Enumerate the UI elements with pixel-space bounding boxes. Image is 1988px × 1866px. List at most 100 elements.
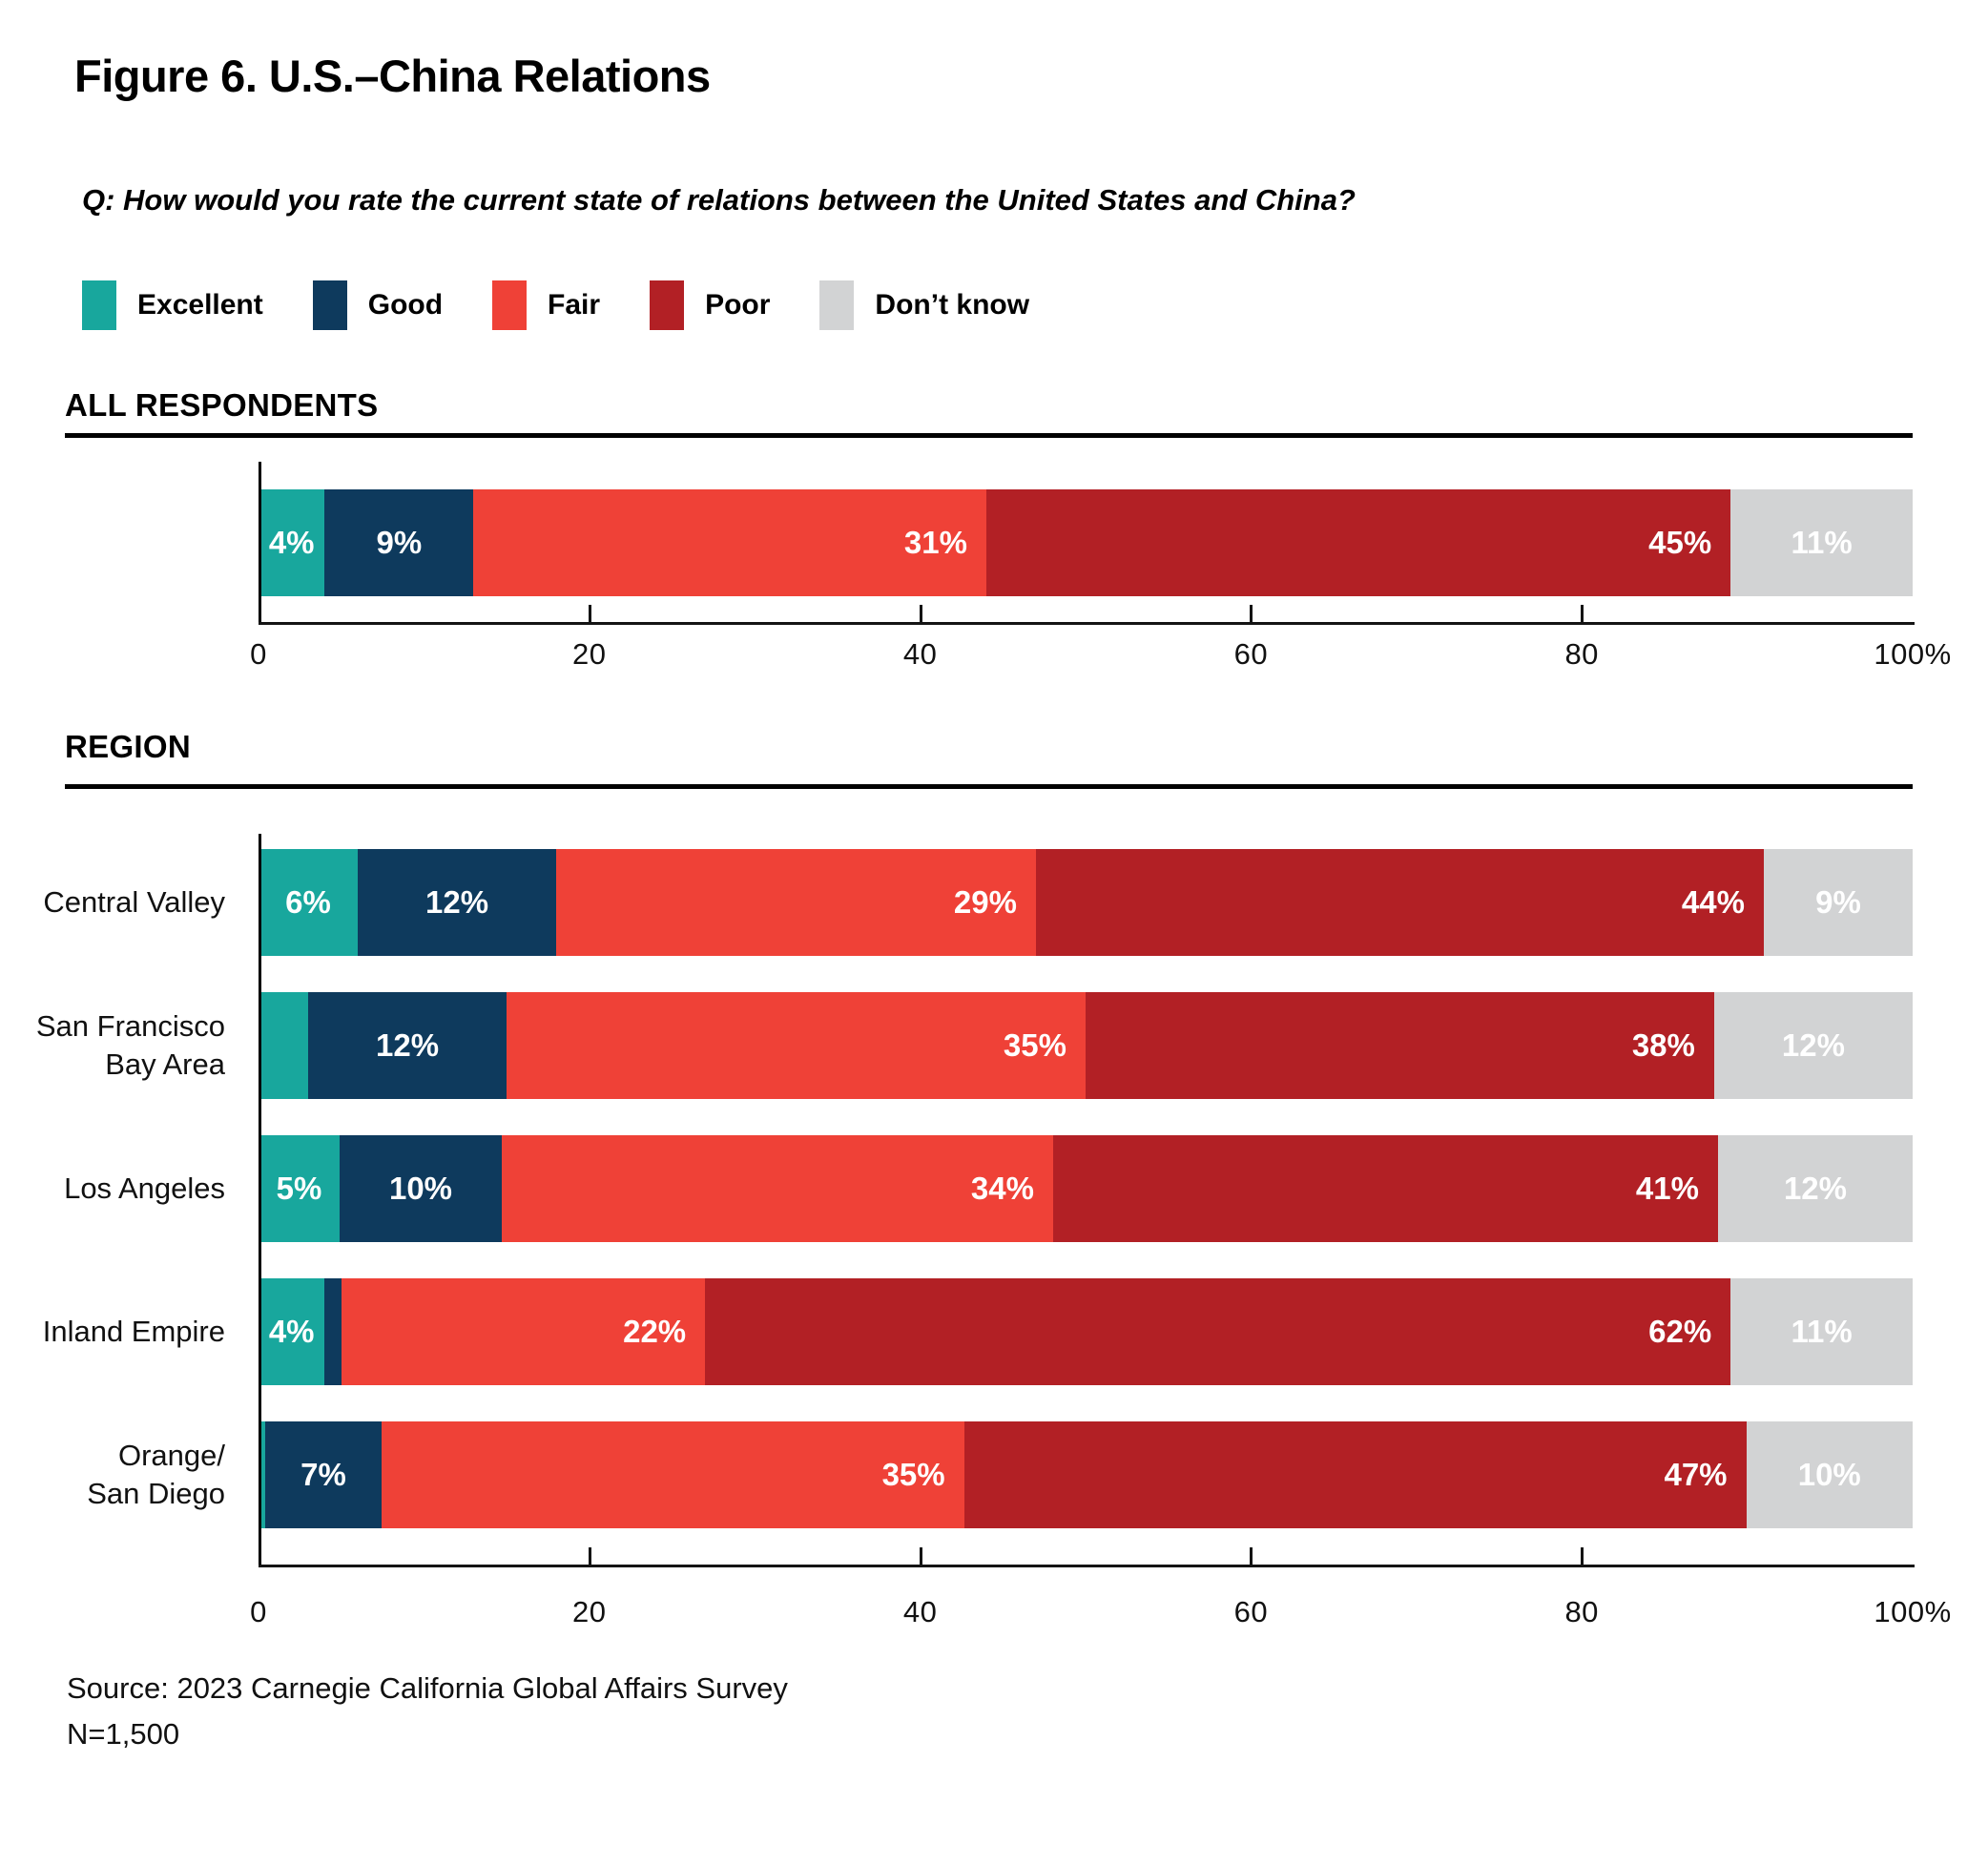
legend-swatch xyxy=(312,280,347,330)
axis-tick xyxy=(1581,1547,1584,1566)
segment-label: 4% xyxy=(268,1314,315,1349)
figure-title: Figure 6. U.S.–China Relations xyxy=(74,51,711,101)
axis-tick-label: 40 xyxy=(902,637,938,671)
axis-tick xyxy=(1581,605,1584,624)
source-text: Source: 2023 Carnegie California Global … xyxy=(67,1671,788,1705)
bar-row: 4% 9% 31% 45% 11% xyxy=(259,489,1913,596)
bar-row: 6% 12% 29% 44% 9% xyxy=(259,849,1913,956)
bar-segment-poor: 47% xyxy=(963,1421,1747,1528)
bar-segment-don-t-know: 11% xyxy=(1730,1278,1913,1385)
section-rule-region xyxy=(65,784,1913,789)
category-label: San Francisco Bay Area xyxy=(35,1008,225,1081)
bar-segment-poor: 38% xyxy=(1085,992,1714,1099)
bar-segment-poor: 45% xyxy=(985,489,1731,596)
legend-swatch xyxy=(819,280,855,330)
segment-label: 5% xyxy=(276,1171,322,1206)
section-heading-all-respondents: ALL RESPONDENTS xyxy=(65,387,379,423)
bar-segment-excellent: 6% xyxy=(259,849,359,956)
legend: Excellent Good Fair Poor Don’t know xyxy=(82,280,1029,330)
sample-size-text: N=1,500 xyxy=(67,1717,180,1751)
bar-segment-fair: 29% xyxy=(556,849,1036,956)
legend-item: Excellent xyxy=(82,280,263,330)
category-label: Central Valley xyxy=(43,884,225,919)
category-label: Inland Empire xyxy=(42,1314,225,1348)
bar-row: 5% 10% 34% 41% 12% xyxy=(259,1135,1913,1242)
x-axis-line xyxy=(259,1565,1915,1567)
axis-tick-label: 20 xyxy=(572,637,607,671)
segment-label: 12% xyxy=(1783,1171,1848,1206)
segment-label: 22% xyxy=(623,1314,687,1349)
segment-label: 10% xyxy=(1797,1457,1861,1492)
bar-segment-fair: 31% xyxy=(473,489,986,596)
segment-label: 35% xyxy=(1003,1027,1066,1063)
bar-segment-poor: 41% xyxy=(1052,1135,1718,1242)
legend-swatch xyxy=(82,280,116,330)
bar-segment-fair: 22% xyxy=(341,1278,706,1385)
axis-tick xyxy=(588,605,591,624)
legend-item: Poor xyxy=(650,280,770,330)
legend-label: Don’t know xyxy=(875,289,1030,321)
axis-tick-label: 20 xyxy=(572,1595,607,1628)
bar-row: 4% 22% 62% 11% xyxy=(259,1278,1913,1385)
axis-tick-label: 0 xyxy=(250,1595,267,1628)
legend-label: Poor xyxy=(705,289,771,321)
bar-segment-excellent xyxy=(259,1421,265,1528)
bar-segment-don-t-know: 12% xyxy=(1717,1135,1913,1242)
bar-segment-fair: 34% xyxy=(502,1135,1053,1242)
segment-label: 9% xyxy=(1815,884,1861,920)
y-axis-line xyxy=(259,834,261,1567)
segment-label: 62% xyxy=(1648,1314,1712,1349)
bar-segment-excellent: 4% xyxy=(259,1278,325,1385)
bar-segment-excellent: 5% xyxy=(259,1135,340,1242)
category-label: Los Angeles xyxy=(64,1171,225,1205)
segment-label: 10% xyxy=(388,1171,453,1206)
axis-tick xyxy=(1250,605,1253,624)
bar-segment-fair: 35% xyxy=(382,1421,964,1528)
legend-label: Excellent xyxy=(137,289,263,321)
segment-label: 6% xyxy=(285,884,331,920)
section-rule-all-respondents xyxy=(65,433,1913,438)
bar-segment-good: 7% xyxy=(264,1421,383,1528)
bar-segment-don-t-know: 9% xyxy=(1763,849,1913,956)
segment-label: 38% xyxy=(1631,1027,1695,1063)
bar-segment-good: 12% xyxy=(358,849,557,956)
axis-tick xyxy=(919,1547,922,1566)
axis-tick xyxy=(588,1547,591,1566)
axis-tick-label: 60 xyxy=(1233,1595,1269,1628)
bar-segment-fair: 35% xyxy=(507,992,1086,1099)
bar-segment-poor: 44% xyxy=(1035,849,1764,956)
bar-segment-good: 12% xyxy=(308,992,507,1099)
segment-label: 35% xyxy=(881,1457,945,1492)
legend-label: Good xyxy=(367,289,444,321)
segment-label: 41% xyxy=(1635,1171,1699,1206)
axis-tick-label: 80 xyxy=(1564,1595,1599,1628)
bar-segment-excellent: 4% xyxy=(259,489,325,596)
legend-label: Fair xyxy=(548,289,601,321)
axis-tick-label: 100% xyxy=(1874,637,1952,671)
bar-segment-good: 9% xyxy=(324,489,474,596)
legend-item: Fair xyxy=(492,280,600,330)
bar-row: 7% 35% 47% 10% xyxy=(259,1421,1913,1528)
segment-label: 12% xyxy=(1781,1027,1845,1063)
bar-segment-excellent xyxy=(259,992,309,1099)
category-label: Orange/ San Diego xyxy=(87,1438,225,1510)
segment-label: 9% xyxy=(376,525,423,560)
segment-label: 44% xyxy=(1681,884,1745,920)
segment-label: 11% xyxy=(1791,525,1853,560)
y-axis-line xyxy=(259,462,261,625)
segment-label: 31% xyxy=(903,525,967,560)
axis-tick-label: 40 xyxy=(902,1595,938,1628)
legend-swatch xyxy=(650,280,685,330)
legend-swatch xyxy=(492,280,528,330)
segment-label: 11% xyxy=(1791,1314,1853,1349)
axis-tick xyxy=(919,605,922,624)
legend-item: Good xyxy=(312,280,444,330)
axis-tick-label: 80 xyxy=(1564,637,1599,671)
segment-label: 45% xyxy=(1648,525,1712,560)
axis-tick-label: 0 xyxy=(250,637,267,671)
segment-label: 34% xyxy=(970,1171,1034,1206)
segment-label: 29% xyxy=(953,884,1017,920)
bar-segment-good xyxy=(324,1278,342,1385)
bar-segment-don-t-know: 12% xyxy=(1713,992,1913,1099)
